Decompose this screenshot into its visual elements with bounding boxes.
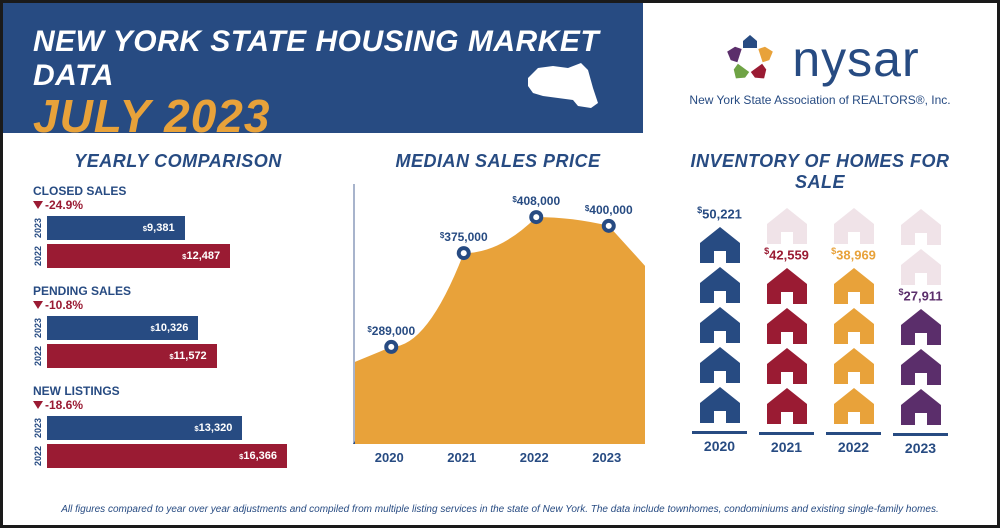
inventory-value: $27,911: [898, 287, 942, 303]
house-icon: [830, 306, 878, 346]
house-icon: [763, 206, 811, 246]
inventory-column: $50,221 2020: [692, 205, 747, 456]
house-icon: [763, 306, 811, 346]
down-triangle-icon: [33, 401, 43, 409]
inventory-value: $50,221: [697, 205, 742, 221]
metric-label: CLOSED SALES: [33, 184, 323, 198]
metric-change: -18.6%: [33, 398, 323, 412]
house-icon: [897, 207, 945, 247]
x-axis-label: 2023: [592, 450, 621, 465]
svg-text:$408,000: $408,000: [512, 194, 560, 208]
inventory-column: $38,969 2022: [826, 205, 881, 456]
down-triangle-icon: [33, 301, 43, 309]
bar-current: $9,381: [47, 216, 185, 240]
inventory-value: $38,969: [831, 246, 876, 262]
bar-row-prior: 2022 $12,487: [33, 244, 323, 268]
house-icon: [830, 346, 878, 386]
ny-state-icon: [523, 58, 603, 113]
inventory-year: 2023: [893, 433, 948, 456]
inventory-year: 2022: [826, 432, 881, 455]
nysar-logo-icon: [720, 29, 780, 89]
bar-prior: $11,572: [47, 344, 217, 368]
house-icon: [830, 206, 878, 246]
x-axis-label: 2020: [375, 450, 404, 465]
inventory-value: $42,559: [764, 246, 809, 262]
bar-row-prior: 2022 $16,366: [33, 444, 323, 468]
bar-year: 2022: [33, 246, 47, 266]
metric-change: -10.8%: [33, 298, 323, 312]
house-icon: [763, 386, 811, 426]
house-icon: [897, 387, 945, 427]
median-chart: $289,000 $375,000 $408,000 $400,000: [353, 184, 643, 444]
inventory-year: 2021: [759, 432, 814, 455]
metric-change: -24.9%: [33, 198, 323, 212]
yearly-title: YEARLY COMPARISON: [33, 151, 323, 172]
house-icon: [830, 266, 878, 306]
down-triangle-icon: [33, 201, 43, 209]
house-icon: [696, 385, 744, 425]
bar-year: 2023: [33, 418, 47, 438]
house-icon: [763, 266, 811, 306]
logo-subtitle: New York State Association of REALTORS®,…: [689, 93, 950, 107]
house-icon: [696, 345, 744, 385]
inventory-section: INVENTORY OF HOMES FOR SALE $50,221 2020: [673, 151, 967, 484]
bar-year: 2023: [33, 318, 47, 338]
house-icon: [830, 386, 878, 426]
header-banner: NEW YORK STATE HOUSING MARKET DATA JULY …: [3, 3, 643, 133]
house-icon: [696, 305, 744, 345]
bar-row-prior: 2022 $11,572: [33, 344, 323, 368]
metric-block: NEW LISTINGS -18.6% 2023 $13,320 2022 $1…: [33, 384, 323, 468]
bar-row-current: 2023 $9,381: [33, 216, 323, 240]
house-icon: [897, 347, 945, 387]
metric-label: NEW LISTINGS: [33, 384, 323, 398]
header: NEW YORK STATE HOUSING MARKET DATA JULY …: [3, 3, 997, 133]
svg-text:$400,000: $400,000: [585, 203, 633, 217]
median-title: MEDIAN SALES PRICE: [353, 151, 643, 172]
bar-year: 2022: [33, 446, 47, 466]
house-icon: [897, 307, 945, 347]
svg-text:$375,000: $375,000: [440, 230, 488, 244]
house-icon: [897, 247, 945, 287]
area-chart-svg: $289,000 $375,000 $408,000 $400,000: [355, 184, 645, 444]
inventory-column: $42,559 2021: [759, 205, 814, 456]
main-content: YEARLY COMPARISON CLOSED SALES -24.9% 20…: [3, 133, 997, 484]
house-icon: [763, 346, 811, 386]
house-icon: [696, 265, 744, 305]
inventory-year: 2020: [692, 431, 747, 454]
x-axis-label: 2022: [520, 450, 549, 465]
bar-year: 2023: [33, 218, 47, 238]
bar-row-current: 2023 $10,326: [33, 316, 323, 340]
yearly-comparison-section: YEARLY COMPARISON CLOSED SALES -24.9% 20…: [33, 151, 323, 484]
bar-prior: $12,487: [47, 244, 230, 268]
metric-block: CLOSED SALES -24.9% 2023 $9,381 2022 $12…: [33, 184, 323, 268]
median-x-axis: 2020 2021 2022 2023: [353, 450, 643, 465]
footnote: All figures compared to year over year a…: [3, 504, 997, 515]
logo-text: nysar: [792, 30, 919, 88]
x-axis-label: 2021: [447, 450, 476, 465]
inventory-column: $27,911 2023: [893, 205, 948, 456]
inventory-title: INVENTORY OF HOMES FOR SALE: [673, 151, 967, 193]
metric-block: PENDING SALES -10.8% 2023 $10,326 2022 $…: [33, 284, 323, 368]
bar-year: 2022: [33, 346, 47, 366]
bar-current: $10,326: [47, 316, 198, 340]
bar-row-current: 2023 $13,320: [33, 416, 323, 440]
house-icon: [696, 225, 744, 265]
logo-area: nysar New York State Association of REAL…: [643, 3, 997, 133]
bar-prior: $16,366: [47, 444, 287, 468]
metric-label: PENDING SALES: [33, 284, 323, 298]
median-price-section: MEDIAN SALES PRICE $289,000 $375,000 $408,…: [353, 151, 643, 484]
bar-current: $13,320: [47, 416, 242, 440]
svg-text:$289,000: $289,000: [367, 324, 415, 338]
